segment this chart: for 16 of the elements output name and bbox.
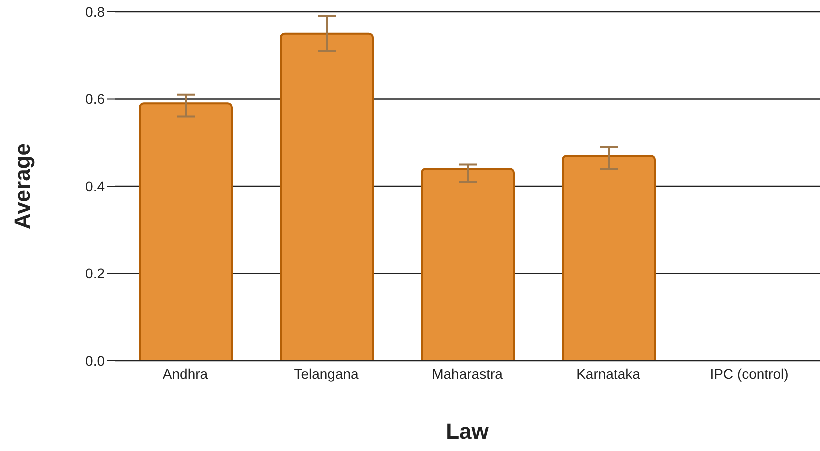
x-tick-label: Andhra [162,366,208,382]
bar [562,154,656,361]
x-axis-title: Law [446,419,490,444]
x-tick-label: Telangana [294,366,360,382]
y-axis-title: Average [10,143,35,230]
x-tick-label: Karnataka [576,366,641,382]
y-tick-label: 0.0 [86,352,106,369]
y-tick-label: 0.6 [86,91,106,108]
y-tick-label: 0.8 [86,4,106,20]
bar [139,102,233,361]
x-tick-label: IPC (control) [710,366,789,382]
x-tick-label: Maharastra [432,366,504,382]
y-tick-label: 0.2 [86,266,106,282]
bar [280,32,374,361]
bar [421,168,515,361]
y-tick-label: 0.4 [86,178,106,194]
